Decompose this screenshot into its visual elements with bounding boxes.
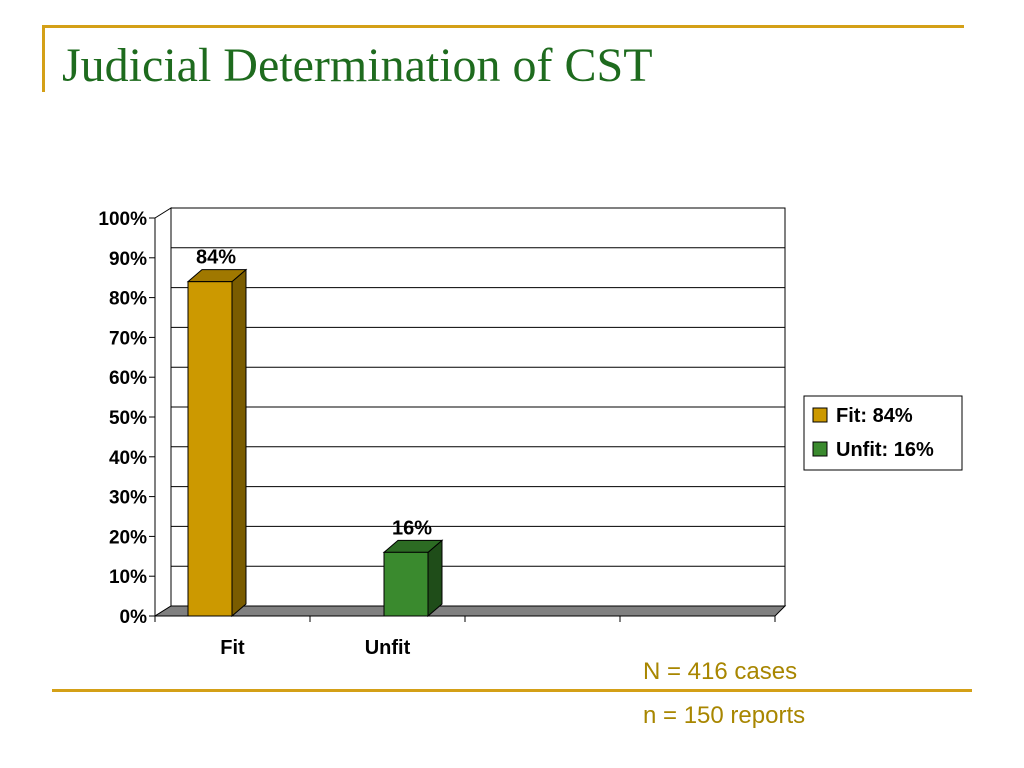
plot-floor bbox=[153, 605, 787, 617]
y-tick-label: 60% bbox=[109, 368, 147, 389]
y-tick-label: 90% bbox=[109, 249, 147, 270]
y-tick-label: 0% bbox=[120, 607, 148, 628]
slide-title: Judicial Determination of CST bbox=[62, 39, 653, 92]
y-tick-label: 10% bbox=[109, 567, 147, 588]
y-tick-label: 40% bbox=[109, 448, 147, 469]
y-tick-label: 20% bbox=[109, 527, 147, 548]
y-tick-label: 30% bbox=[109, 488, 147, 509]
data-label: 16% bbox=[392, 517, 432, 539]
bar-unfit bbox=[383, 551, 429, 617]
bar-side bbox=[231, 268, 247, 618]
y-tick-label: 50% bbox=[109, 408, 147, 429]
legend-swatch bbox=[812, 441, 828, 457]
legend-box bbox=[803, 395, 963, 471]
y-tick-label: 80% bbox=[109, 289, 147, 310]
data-label: 84% bbox=[196, 247, 236, 269]
note-cases: N = 416 cases bbox=[643, 658, 798, 685]
bar-side bbox=[427, 539, 443, 618]
frame-top-rule bbox=[42, 25, 964, 28]
y-tick-label: 100% bbox=[98, 209, 147, 230]
note-reports: n = 150 reports bbox=[643, 702, 806, 729]
legend-label: Unfit: 16% bbox=[836, 439, 934, 461]
legend-label: Fit: 84% bbox=[836, 405, 913, 427]
legend-swatch bbox=[812, 407, 828, 423]
x-category-label: Fit bbox=[220, 637, 245, 659]
frame-bottom-rule bbox=[52, 689, 972, 692]
plot-side-wall bbox=[154, 207, 172, 617]
y-tick-label: 70% bbox=[109, 328, 147, 349]
bar-fit bbox=[187, 281, 233, 617]
x-category-label: Unfit bbox=[365, 637, 411, 659]
frame-left-accent bbox=[42, 28, 45, 92]
